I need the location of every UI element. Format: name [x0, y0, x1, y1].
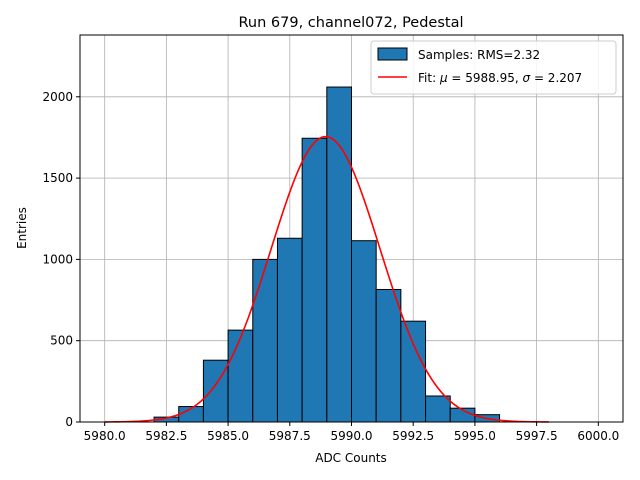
x-tick-label-4: 5990.0 [331, 429, 373, 443]
histogram-bar-3 [227, 329, 254, 423]
histogram-bar-6 [301, 137, 328, 423]
legend-label-fit: Fit: μ = 5988.95, σ = 2.207 [418, 71, 582, 85]
legend: Samples: RMS=2.32 Fit: μ = 5988.95, σ = … [370, 40, 617, 95]
y-axis-ticks: 0 500 1000 1500 2000 [42, 90, 80, 429]
y-tick-label-0: 0 [65, 415, 73, 429]
gaussian-fit-curve [104, 135, 549, 423]
histogram-bar-11 [425, 395, 451, 423]
histogram-bar-2 [202, 359, 229, 423]
x-tick-label-6: 5995.0 [454, 429, 496, 443]
histogram-bars [153, 86, 501, 423]
fit-label-prefix: Fit: [418, 71, 440, 85]
y-tick-label-1: 500 [50, 334, 73, 348]
y-axis-label: Entries [15, 207, 29, 249]
fit-label-mu-value: = 5988.95, [448, 71, 523, 85]
x-tick-label-2: 5985.0 [207, 429, 249, 443]
histogram-bar-9 [375, 288, 402, 423]
x-tick-label-5: 5992.5 [392, 429, 434, 443]
chart-title: Run 679, channel072, Pedestal [238, 15, 463, 31]
histogram-bar-5 [276, 237, 303, 423]
y-tick-label-2: 1000 [42, 252, 73, 266]
x-axis-ticks: 5980.0 5982.5 5985.0 5987.5 5990.0 5992.5 5995… [84, 422, 619, 443]
histogram-bar-10 [400, 320, 427, 423]
x-tick-label-7: 5997.5 [516, 429, 558, 443]
x-tick-label-0: 5980.0 [84, 429, 126, 443]
fit-label-sigma-value: = 2.207 [530, 71, 582, 85]
x-tick-label-8: 6000.0 [577, 429, 619, 443]
y-tick-label-3: 1500 [42, 171, 73, 185]
x-tick-label-3: 5987.5 [269, 429, 311, 443]
histogram-bar-8 [351, 240, 377, 423]
y-tick-label-4: 2000 [42, 90, 73, 104]
legend-swatch-samples [377, 47, 408, 61]
histogram-bar-4 [252, 258, 278, 423]
x-tick-label-1: 5982.5 [145, 429, 187, 443]
fit-curve-layer [104, 135, 549, 423]
legend-box [370, 40, 617, 95]
x-axis-label: ADC Counts [315, 451, 387, 465]
fit-label-mu: μ [439, 71, 448, 85]
legend-label-samples: Samples: RMS=2.32 [418, 48, 540, 62]
fit-label-sigma: σ [523, 71, 531, 85]
